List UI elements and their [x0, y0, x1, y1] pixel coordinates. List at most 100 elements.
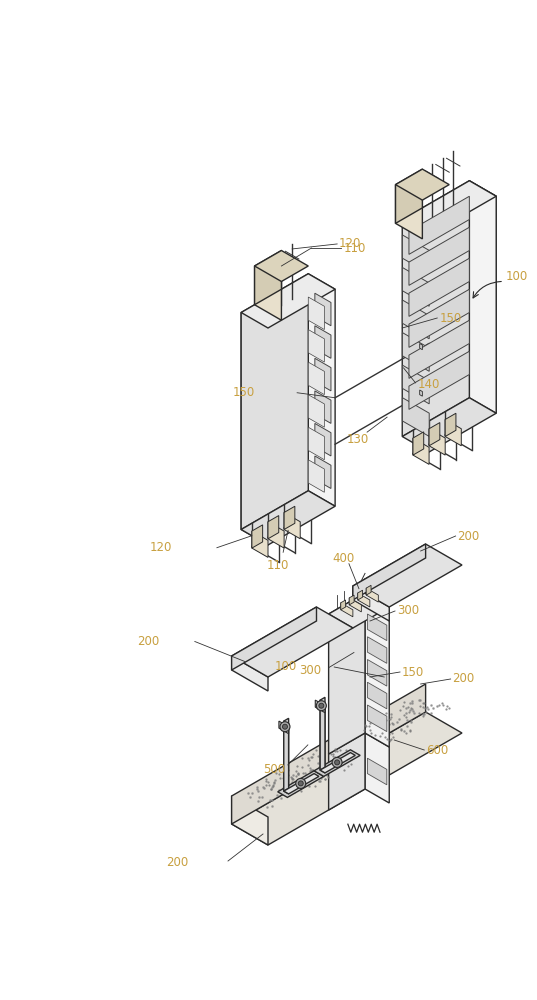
Polygon shape	[241, 491, 335, 545]
Polygon shape	[402, 398, 429, 436]
Text: 110: 110	[344, 241, 366, 254]
Polygon shape	[314, 750, 360, 776]
Polygon shape	[329, 733, 365, 810]
Polygon shape	[469, 181, 496, 413]
Polygon shape	[252, 525, 263, 548]
Polygon shape	[353, 544, 462, 607]
Circle shape	[335, 760, 339, 765]
Polygon shape	[315, 423, 331, 456]
Polygon shape	[308, 297, 324, 330]
Polygon shape	[402, 235, 429, 274]
Text: 100: 100	[275, 660, 297, 674]
Polygon shape	[365, 733, 389, 803]
Polygon shape	[367, 637, 387, 663]
Polygon shape	[268, 516, 279, 539]
Polygon shape	[367, 682, 387, 709]
Polygon shape	[366, 588, 379, 602]
Polygon shape	[308, 274, 335, 506]
Polygon shape	[402, 181, 469, 436]
Text: 200: 200	[166, 856, 188, 869]
Circle shape	[319, 703, 324, 708]
Polygon shape	[367, 758, 387, 785]
Polygon shape	[358, 593, 370, 607]
Polygon shape	[241, 312, 268, 545]
Polygon shape	[231, 607, 316, 670]
Polygon shape	[308, 362, 324, 395]
Text: 200: 200	[458, 530, 480, 542]
Polygon shape	[255, 266, 281, 320]
Text: 600: 600	[426, 744, 448, 756]
Polygon shape	[268, 522, 284, 548]
Text: 110: 110	[267, 559, 289, 572]
Polygon shape	[231, 607, 353, 677]
Polygon shape	[341, 603, 353, 617]
Polygon shape	[320, 700, 325, 773]
Polygon shape	[367, 705, 387, 732]
Polygon shape	[308, 395, 324, 427]
Polygon shape	[315, 326, 331, 358]
Polygon shape	[396, 169, 449, 200]
Polygon shape	[231, 796, 268, 845]
Polygon shape	[429, 429, 445, 455]
Circle shape	[282, 724, 287, 729]
Polygon shape	[353, 544, 426, 600]
Polygon shape	[278, 771, 324, 797]
Polygon shape	[349, 598, 361, 612]
Polygon shape	[315, 358, 331, 391]
Text: 140: 140	[418, 378, 440, 391]
Polygon shape	[429, 423, 440, 446]
Polygon shape	[315, 293, 331, 326]
Polygon shape	[409, 196, 469, 254]
Polygon shape	[409, 227, 469, 285]
Polygon shape	[353, 586, 389, 621]
Polygon shape	[284, 721, 288, 794]
Polygon shape	[320, 697, 325, 770]
Text: 150: 150	[402, 666, 424, 678]
Polygon shape	[413, 432, 424, 455]
Text: 120: 120	[149, 541, 172, 554]
Text: 120: 120	[339, 237, 361, 250]
Polygon shape	[409, 289, 469, 347]
Text: 500: 500	[263, 763, 285, 776]
Circle shape	[298, 781, 303, 786]
Circle shape	[332, 757, 342, 767]
Polygon shape	[231, 656, 268, 691]
Polygon shape	[420, 390, 423, 396]
Text: 300: 300	[299, 664, 321, 677]
Polygon shape	[402, 300, 429, 339]
Polygon shape	[420, 344, 423, 350]
Polygon shape	[367, 614, 387, 641]
Polygon shape	[255, 250, 281, 305]
Polygon shape	[308, 427, 324, 460]
Polygon shape	[329, 593, 389, 628]
Polygon shape	[409, 351, 469, 409]
Polygon shape	[279, 721, 288, 734]
Polygon shape	[255, 250, 308, 282]
Polygon shape	[402, 365, 429, 404]
Text: 150: 150	[233, 386, 255, 399]
Polygon shape	[315, 391, 331, 423]
Circle shape	[280, 722, 290, 732]
Text: 200: 200	[453, 672, 475, 686]
Polygon shape	[284, 512, 300, 539]
Polygon shape	[402, 181, 496, 235]
Polygon shape	[413, 438, 429, 464]
Polygon shape	[308, 330, 324, 362]
Polygon shape	[308, 460, 324, 492]
Polygon shape	[396, 185, 423, 239]
Polygon shape	[241, 274, 335, 328]
Polygon shape	[341, 600, 346, 610]
Polygon shape	[241, 274, 308, 530]
Text: 300: 300	[397, 604, 419, 617]
Polygon shape	[349, 595, 354, 605]
Polygon shape	[445, 419, 461, 446]
Polygon shape	[402, 398, 496, 452]
Circle shape	[316, 701, 326, 711]
Text: 100: 100	[506, 270, 528, 283]
Polygon shape	[409, 320, 469, 378]
Polygon shape	[402, 267, 429, 306]
Polygon shape	[366, 585, 371, 595]
Polygon shape	[284, 774, 319, 794]
Polygon shape	[315, 700, 325, 713]
Polygon shape	[329, 593, 365, 754]
